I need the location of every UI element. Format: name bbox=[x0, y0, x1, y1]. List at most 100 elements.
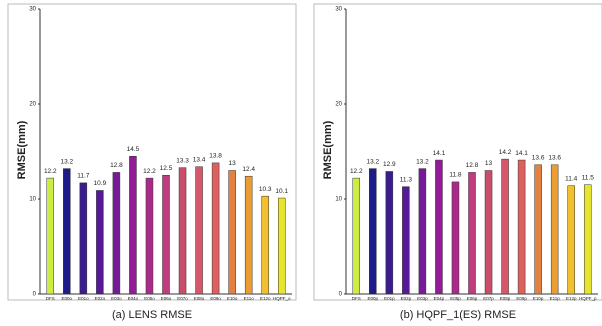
value-label: 14.2 bbox=[499, 149, 512, 156]
x-tick-label: HQPF_o bbox=[273, 296, 291, 301]
x-tick-label: E10p bbox=[533, 296, 544, 301]
value-label: 12.2 bbox=[350, 168, 363, 175]
x-tick-label: E11p bbox=[550, 296, 561, 301]
y-tick-label: 30 bbox=[29, 7, 36, 13]
bar bbox=[484, 170, 493, 295]
bar bbox=[178, 167, 187, 295]
x-tick-label: E10o bbox=[227, 296, 238, 301]
bar bbox=[277, 197, 286, 295]
x-tick-label: E07o bbox=[177, 296, 188, 301]
value-label: 10.9 bbox=[94, 180, 107, 187]
value-label: 13.6 bbox=[548, 155, 561, 162]
value-label: 14.1 bbox=[515, 150, 528, 157]
bar bbox=[211, 162, 220, 295]
bar bbox=[435, 159, 443, 295]
panel-frame bbox=[7, 3, 297, 301]
x-tick-label: E05o bbox=[144, 296, 155, 301]
value-label: 13.4 bbox=[193, 156, 206, 163]
bar bbox=[501, 158, 509, 295]
value-label: 11.3 bbox=[400, 176, 413, 183]
chart-caption: (b) HQPF_1(ES) RMSE bbox=[400, 309, 516, 321]
value-label: 13.2 bbox=[366, 158, 379, 165]
bar bbox=[63, 168, 71, 295]
value-label: 13.3 bbox=[176, 157, 189, 164]
value-label: 13.2 bbox=[416, 158, 429, 165]
value-label: 12.8 bbox=[466, 162, 479, 169]
bar bbox=[195, 166, 203, 295]
value-label: 11.4 bbox=[565, 175, 578, 182]
x-tick-label: E02p bbox=[401, 296, 412, 301]
value-label: 11.7 bbox=[77, 173, 90, 180]
value-label: 12.4 bbox=[242, 166, 255, 173]
bar bbox=[369, 168, 377, 295]
value-label: 14.1 bbox=[433, 150, 446, 157]
y-tick-label: 20 bbox=[29, 102, 36, 108]
bar bbox=[145, 177, 154, 295]
chart-caption: (a) LENS RMSE bbox=[112, 309, 192, 321]
y-axis-label: RMSE(mm) bbox=[322, 120, 334, 179]
y-tick-label: 10 bbox=[335, 197, 342, 203]
x-tick-label: E02o bbox=[95, 296, 106, 301]
bar bbox=[550, 164, 559, 295]
value-label: 12.8 bbox=[110, 162, 123, 169]
x-tick-label: E03o bbox=[111, 296, 122, 301]
bar bbox=[534, 164, 542, 295]
bar bbox=[46, 177, 55, 295]
x-tick-label: E00o bbox=[62, 296, 73, 301]
value-label: 12.2 bbox=[143, 168, 156, 175]
bar bbox=[129, 156, 137, 295]
bar bbox=[583, 184, 592, 295]
bar bbox=[402, 186, 410, 295]
value-label: 11.5 bbox=[582, 174, 595, 181]
value-label: 13.6 bbox=[532, 155, 545, 162]
bar bbox=[112, 172, 121, 295]
bar bbox=[468, 172, 476, 295]
bar bbox=[228, 170, 236, 295]
x-tick-label: E11o bbox=[244, 296, 255, 301]
x-tick-label: E08o bbox=[194, 296, 205, 301]
value-label: 12.9 bbox=[383, 161, 396, 168]
bar bbox=[418, 168, 427, 295]
panel-frame bbox=[313, 3, 602, 301]
x-tick-label: E12p bbox=[566, 296, 577, 301]
x-tick-label: E04p bbox=[434, 296, 445, 301]
bar bbox=[244, 175, 253, 295]
bar bbox=[517, 159, 526, 295]
bar bbox=[261, 195, 269, 295]
x-tick-label: E07p bbox=[483, 296, 494, 301]
value-label: 10.3 bbox=[259, 186, 272, 193]
y-tick-label: 0 bbox=[33, 292, 37, 298]
value-label: 10.1 bbox=[275, 188, 288, 195]
y-tick-label: 0 bbox=[339, 292, 343, 298]
x-tick-label: E01o bbox=[78, 296, 89, 301]
value-label: 11.8 bbox=[449, 172, 462, 179]
bar bbox=[567, 185, 575, 295]
value-label: 12.5 bbox=[160, 165, 173, 172]
value-label: 12.2 bbox=[44, 168, 57, 175]
x-tick-label: HQPF_p bbox=[579, 296, 597, 301]
x-tick-label: E09p bbox=[516, 296, 527, 301]
bar bbox=[352, 177, 361, 295]
y-tick-label: 20 bbox=[335, 102, 342, 108]
value-label: 13.8 bbox=[209, 153, 222, 160]
y-axis-label: RMSE(mm) bbox=[16, 120, 28, 179]
bar bbox=[79, 182, 88, 295]
y-tick-label: 30 bbox=[335, 7, 342, 13]
x-tick-label: E05p bbox=[450, 296, 461, 301]
bar bbox=[162, 175, 170, 295]
x-tick-label: E08p bbox=[500, 296, 511, 301]
bar bbox=[451, 181, 460, 295]
y-tick-label: 10 bbox=[29, 197, 36, 203]
x-tick-label: E01p bbox=[384, 296, 395, 301]
value-label: 13 bbox=[485, 160, 493, 167]
x-tick-label: E09o bbox=[210, 296, 221, 301]
x-tick-label: DFS bbox=[352, 296, 361, 301]
value-label: 13.2 bbox=[60, 158, 73, 165]
value-label: 14.5 bbox=[127, 146, 140, 153]
x-tick-label: E12o bbox=[260, 296, 271, 301]
x-tick-label: E04o bbox=[128, 296, 139, 301]
x-tick-label: E03p bbox=[417, 296, 428, 301]
value-label: 13 bbox=[229, 160, 237, 167]
bar bbox=[385, 171, 394, 295]
